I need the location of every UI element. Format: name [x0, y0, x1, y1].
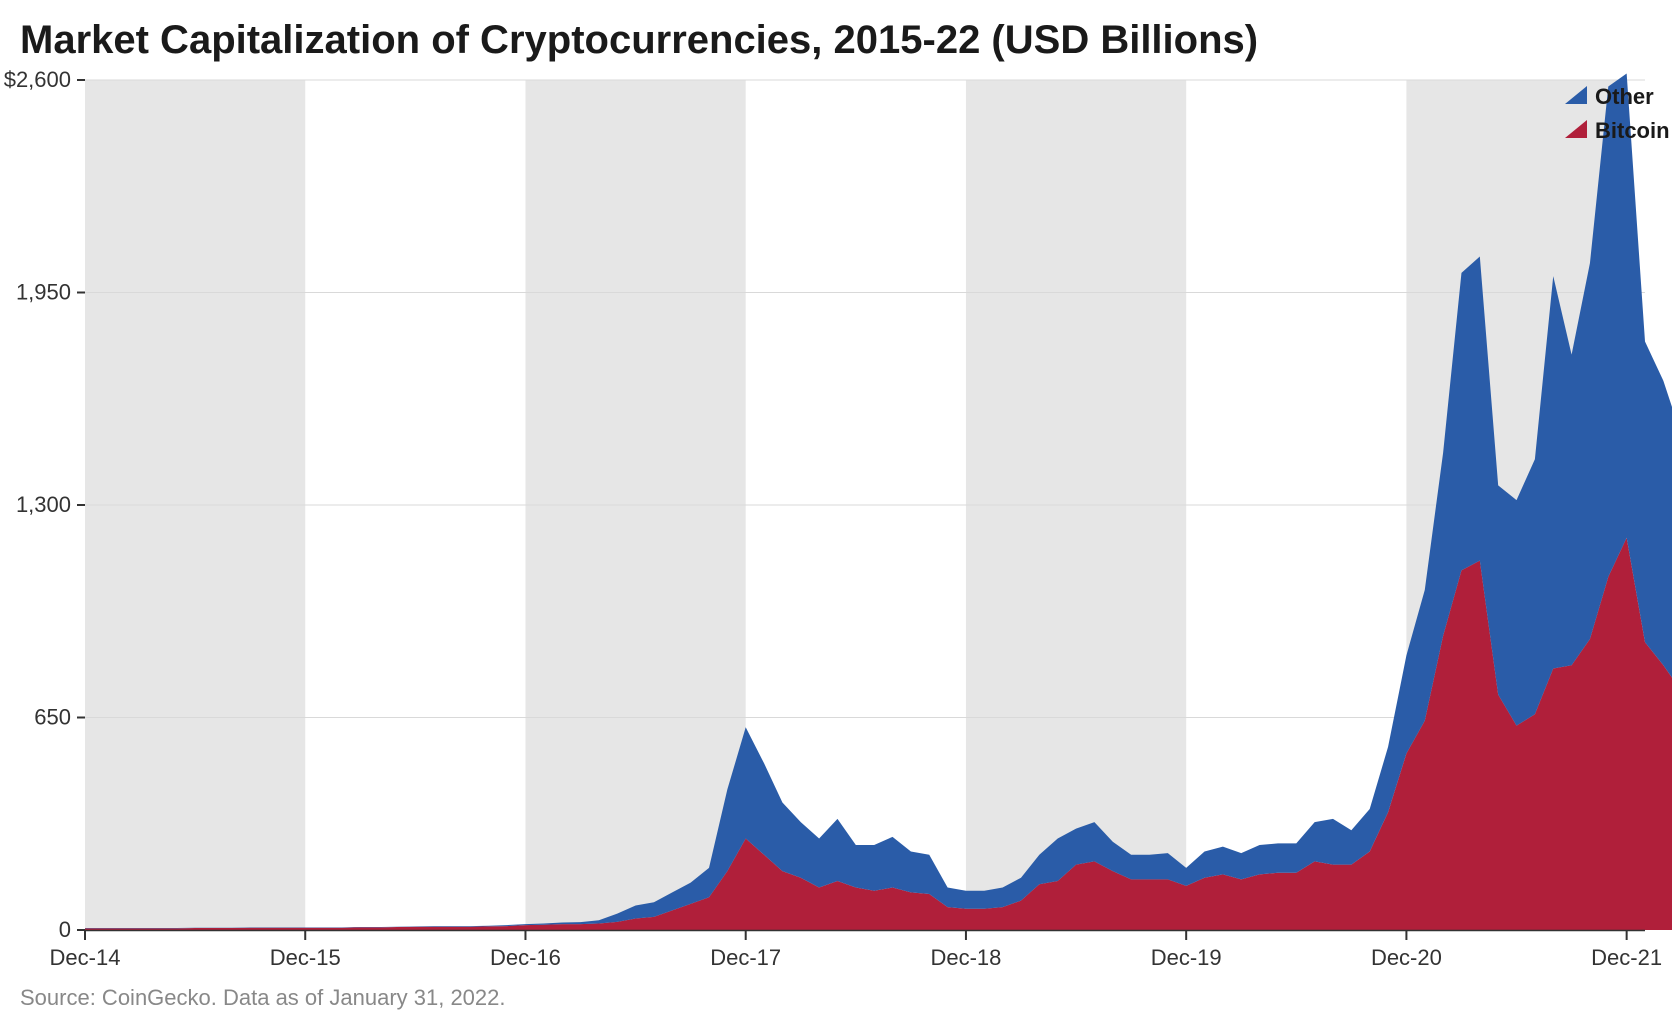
legend-label-bitcoin: Bitcoin [1595, 118, 1670, 143]
y-tick-label: 650 [34, 705, 71, 730]
y-tick-label: 1,950 [16, 280, 71, 305]
chart-area: 06501,3001,950$2,600Dec-14Dec-15Dec-16De… [85, 80, 1645, 930]
x-tick-label: Dec-21 [1591, 945, 1662, 970]
x-tick-label: Dec-15 [270, 945, 341, 970]
legend-label-other: Other [1595, 84, 1654, 109]
y-tick-label: 1,300 [16, 492, 71, 517]
y-tick-label: $2,600 [4, 67, 71, 92]
x-tick-label: Dec-16 [490, 945, 561, 970]
x-tick-label: Dec-17 [710, 945, 781, 970]
x-tick-label: Dec-20 [1371, 945, 1442, 970]
x-tick-label: Dec-14 [50, 945, 121, 970]
chart-title: Market Capitalization of Cryptocurrencie… [20, 18, 1258, 63]
x-tick-label: Dec-19 [1151, 945, 1222, 970]
x-tick-label: Dec-18 [930, 945, 1001, 970]
chart-svg: 06501,3001,950$2,600Dec-14Dec-15Dec-16De… [85, 80, 1645, 990]
chart-container: Market Capitalization of Cryptocurrencie… [0, 0, 1672, 1029]
y-tick-label: 0 [59, 917, 71, 942]
source-note: Source: CoinGecko. Data as of January 31… [20, 985, 506, 1011]
